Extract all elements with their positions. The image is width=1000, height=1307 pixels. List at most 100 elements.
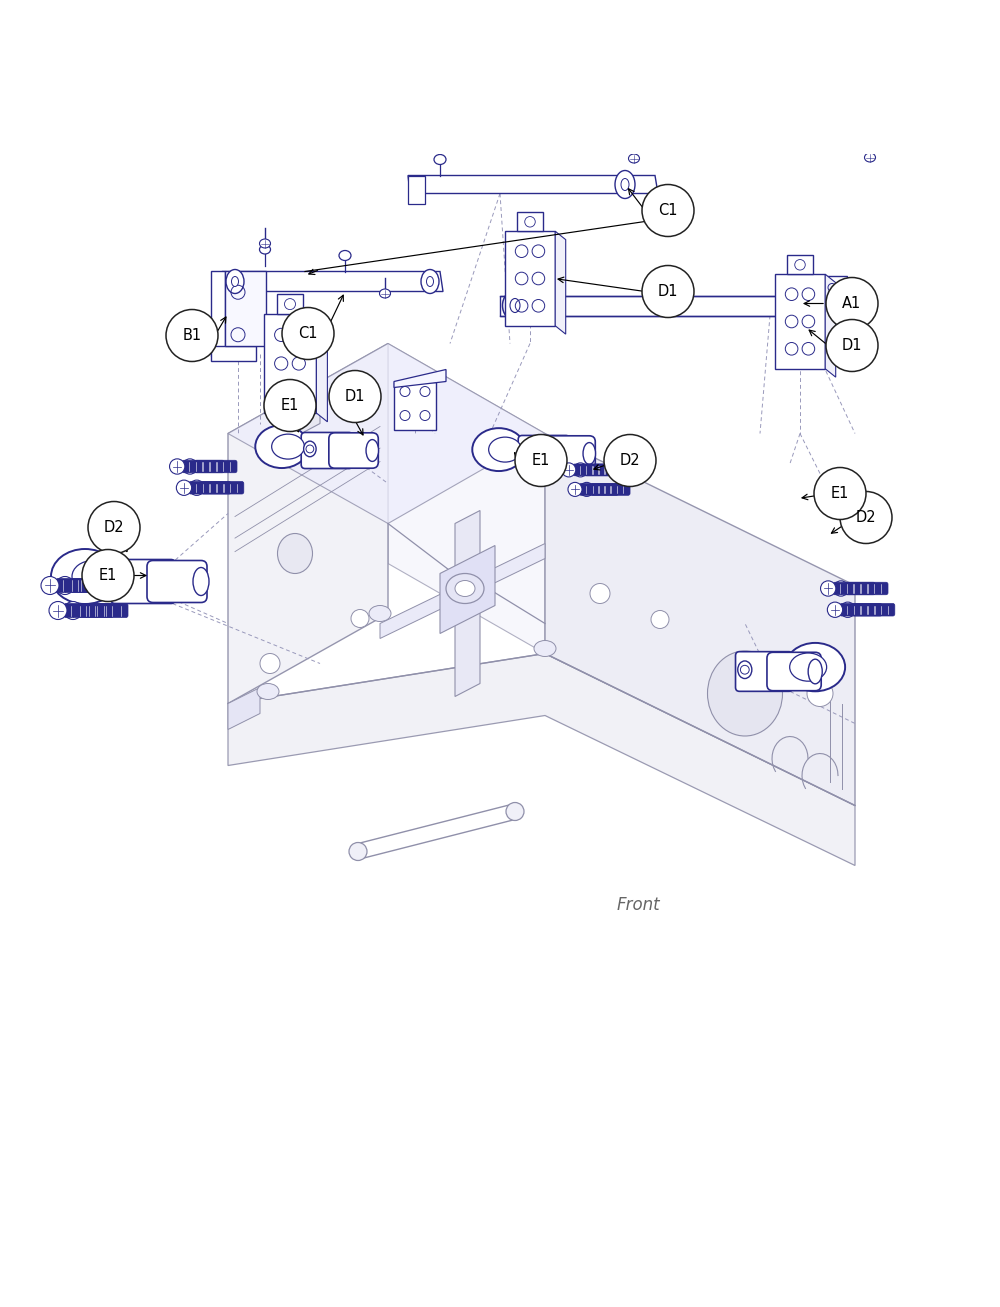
Text: C1: C1 (658, 203, 678, 218)
Ellipse shape (573, 463, 587, 477)
Polygon shape (408, 175, 425, 204)
FancyBboxPatch shape (546, 435, 595, 472)
Ellipse shape (785, 643, 845, 691)
FancyBboxPatch shape (585, 464, 624, 476)
Ellipse shape (510, 298, 520, 312)
Ellipse shape (380, 289, 390, 298)
Text: E1: E1 (99, 569, 117, 583)
FancyBboxPatch shape (833, 582, 875, 595)
Polygon shape (210, 271, 225, 356)
FancyBboxPatch shape (195, 460, 237, 473)
FancyBboxPatch shape (147, 561, 207, 603)
Polygon shape (500, 295, 832, 315)
FancyBboxPatch shape (56, 579, 105, 592)
Ellipse shape (421, 269, 439, 294)
FancyBboxPatch shape (189, 481, 231, 494)
Polygon shape (775, 274, 825, 369)
Ellipse shape (41, 576, 59, 595)
Circle shape (642, 184, 694, 237)
Text: E1: E1 (281, 399, 299, 413)
Polygon shape (440, 545, 495, 634)
Ellipse shape (521, 444, 533, 460)
Polygon shape (380, 544, 545, 639)
Polygon shape (388, 344, 545, 654)
Ellipse shape (49, 601, 67, 620)
Ellipse shape (615, 170, 635, 199)
Circle shape (282, 307, 334, 359)
Ellipse shape (113, 570, 129, 589)
Ellipse shape (72, 561, 114, 592)
Circle shape (82, 549, 134, 601)
Ellipse shape (64, 601, 82, 620)
FancyBboxPatch shape (518, 435, 570, 472)
FancyBboxPatch shape (329, 433, 378, 468)
Text: B1: B1 (182, 328, 202, 342)
Polygon shape (222, 272, 443, 291)
FancyBboxPatch shape (301, 433, 353, 468)
Circle shape (642, 265, 694, 318)
Polygon shape (228, 654, 855, 865)
Ellipse shape (260, 244, 270, 254)
Ellipse shape (808, 659, 822, 684)
Ellipse shape (434, 154, 446, 165)
Circle shape (166, 310, 218, 362)
Ellipse shape (193, 567, 209, 596)
Ellipse shape (821, 580, 836, 596)
Ellipse shape (278, 533, 312, 574)
Polygon shape (260, 404, 320, 456)
Circle shape (651, 610, 669, 629)
Ellipse shape (426, 277, 434, 286)
Ellipse shape (176, 480, 192, 495)
FancyBboxPatch shape (767, 652, 821, 690)
Text: E1: E1 (532, 454, 550, 468)
Ellipse shape (170, 459, 185, 474)
Polygon shape (517, 212, 543, 231)
Circle shape (604, 434, 656, 486)
Text: Front: Front (616, 897, 660, 915)
Ellipse shape (708, 651, 782, 736)
Circle shape (840, 491, 892, 544)
Polygon shape (210, 346, 256, 361)
Ellipse shape (790, 654, 827, 681)
FancyBboxPatch shape (840, 604, 882, 616)
Ellipse shape (232, 277, 239, 286)
Ellipse shape (339, 251, 351, 260)
Circle shape (826, 277, 878, 329)
Circle shape (807, 681, 833, 707)
FancyBboxPatch shape (591, 484, 630, 495)
Ellipse shape (580, 482, 594, 497)
Text: C1: C1 (298, 325, 318, 341)
Text: D2: D2 (856, 510, 876, 525)
Polygon shape (228, 344, 545, 524)
Text: E1: E1 (831, 486, 849, 501)
Text: D1: D1 (345, 389, 365, 404)
Ellipse shape (349, 843, 367, 860)
FancyBboxPatch shape (573, 464, 612, 476)
Ellipse shape (621, 179, 629, 191)
Ellipse shape (272, 434, 304, 459)
Ellipse shape (583, 443, 596, 464)
Ellipse shape (827, 603, 843, 617)
Polygon shape (455, 511, 480, 697)
Ellipse shape (304, 442, 316, 456)
Ellipse shape (503, 290, 528, 320)
Polygon shape (228, 687, 260, 729)
Ellipse shape (255, 425, 308, 468)
Polygon shape (264, 314, 316, 413)
Text: D1: D1 (842, 339, 862, 353)
Text: D1: D1 (658, 284, 678, 299)
Polygon shape (817, 276, 847, 315)
FancyBboxPatch shape (182, 460, 224, 473)
Polygon shape (545, 434, 855, 805)
Ellipse shape (629, 154, 640, 163)
Ellipse shape (446, 574, 484, 604)
Polygon shape (408, 175, 658, 193)
Ellipse shape (738, 661, 752, 678)
Circle shape (515, 434, 567, 486)
FancyBboxPatch shape (79, 604, 128, 617)
Circle shape (88, 502, 140, 553)
Polygon shape (787, 255, 813, 274)
Ellipse shape (534, 640, 556, 656)
Polygon shape (316, 314, 327, 422)
Polygon shape (825, 274, 836, 378)
